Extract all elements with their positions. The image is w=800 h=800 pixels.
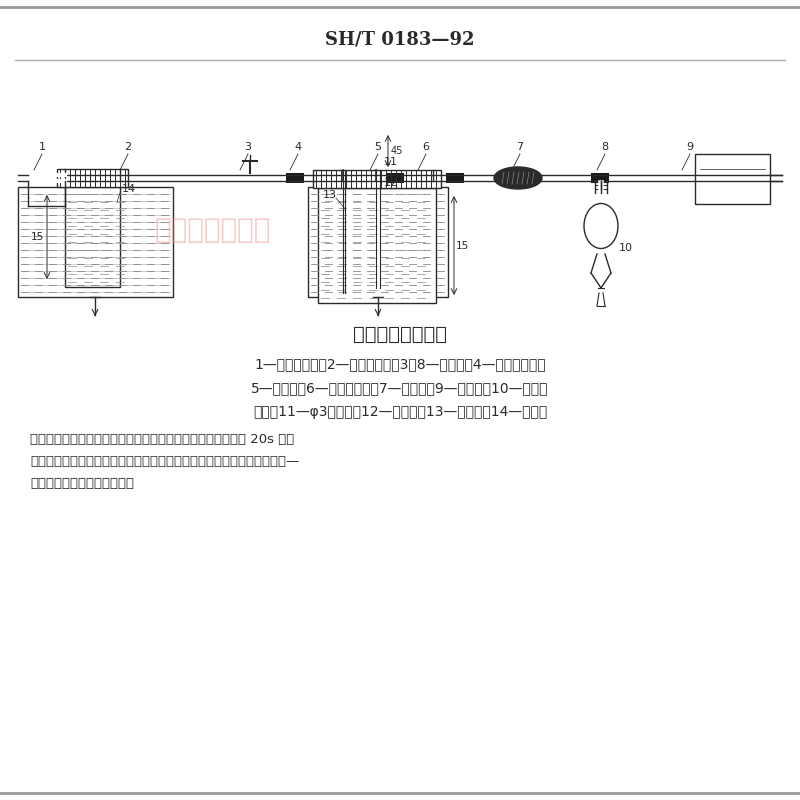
Text: 8: 8 (602, 142, 609, 152)
Bar (18, 187, 173, 297)
Ellipse shape (494, 167, 542, 189)
Text: 调节到一定压力的压缩空气输入温水瓶内，使温水瓶内的水在 20s 内地: 调节到一定压力的压缩空气输入温水瓶内，使温水瓶内的水在 20s 内地 (30, 433, 294, 446)
Bar (65, 187, 120, 287)
Text: 6: 6 (422, 142, 430, 152)
Bar (386, 173, 404, 183)
Text: 10: 10 (619, 243, 633, 253)
Bar (446, 173, 464, 183)
Text: 4: 4 (294, 142, 302, 152)
Text: 5: 5 (374, 142, 382, 152)
Text: 14: 14 (122, 184, 136, 194)
Text: 2: 2 (125, 142, 131, 152)
Text: 3: 3 (245, 142, 251, 152)
Text: 5—温度计；6—气体排出管；7—干燥管；9—测爆仪；10—油气分: 5—温度计；6—气体排出管；7—干燥管；9—测爆仪；10—油气分 (251, 381, 549, 395)
Text: 45: 45 (391, 146, 403, 156)
Text: 1: 1 (38, 142, 46, 152)
Bar (308, 187, 448, 297)
Bar (695, 154, 770, 204)
Bar (57, 169, 128, 187)
Bar (318, 188, 436, 303)
Text: 15: 15 (456, 241, 470, 251)
Text: SH/T 0183—92: SH/T 0183—92 (326, 31, 474, 49)
Text: 11: 11 (384, 157, 398, 167)
Text: 瑞博尔化玻仪器: 瑞博尔化玻仪器 (155, 216, 271, 244)
Text: 蜗汽发生器示意图: 蜗汽发生器示意图 (353, 325, 447, 344)
Bar (286, 173, 304, 183)
Ellipse shape (584, 203, 618, 249)
Text: 9: 9 (686, 142, 694, 152)
Text: 15: 15 (30, 232, 44, 242)
Text: 爆仪示值恒定时，记录读数。: 爆仪示值恒定时，记录读数。 (30, 477, 134, 490)
Text: 离器；11—φ3通气孔；12—封闭端；13—试样瓶；14—温水瓶: 离器；11—φ3通气孔；12—封闭端；13—试样瓶；14—温水瓶 (253, 405, 547, 419)
Bar (591, 173, 609, 183)
Text: 13: 13 (323, 190, 337, 200)
Bar (313, 170, 441, 188)
Text: 下气体排出锂管，使排气孔处在油蒸气中，然后打开试样瓶温水输入管夹—: 下气体排出锂管，使排气孔处在油蒸气中，然后打开试样瓶温水输入管夹— (30, 455, 299, 468)
Text: 12: 12 (384, 178, 398, 188)
Text: 1—气体输入管；2—温水排出管；3，8—橡胶管；4—温水输入管；: 1—气体输入管；2—温水排出管；3，8—橡胶管；4—温水输入管； (254, 357, 546, 371)
Text: 7: 7 (517, 142, 523, 152)
